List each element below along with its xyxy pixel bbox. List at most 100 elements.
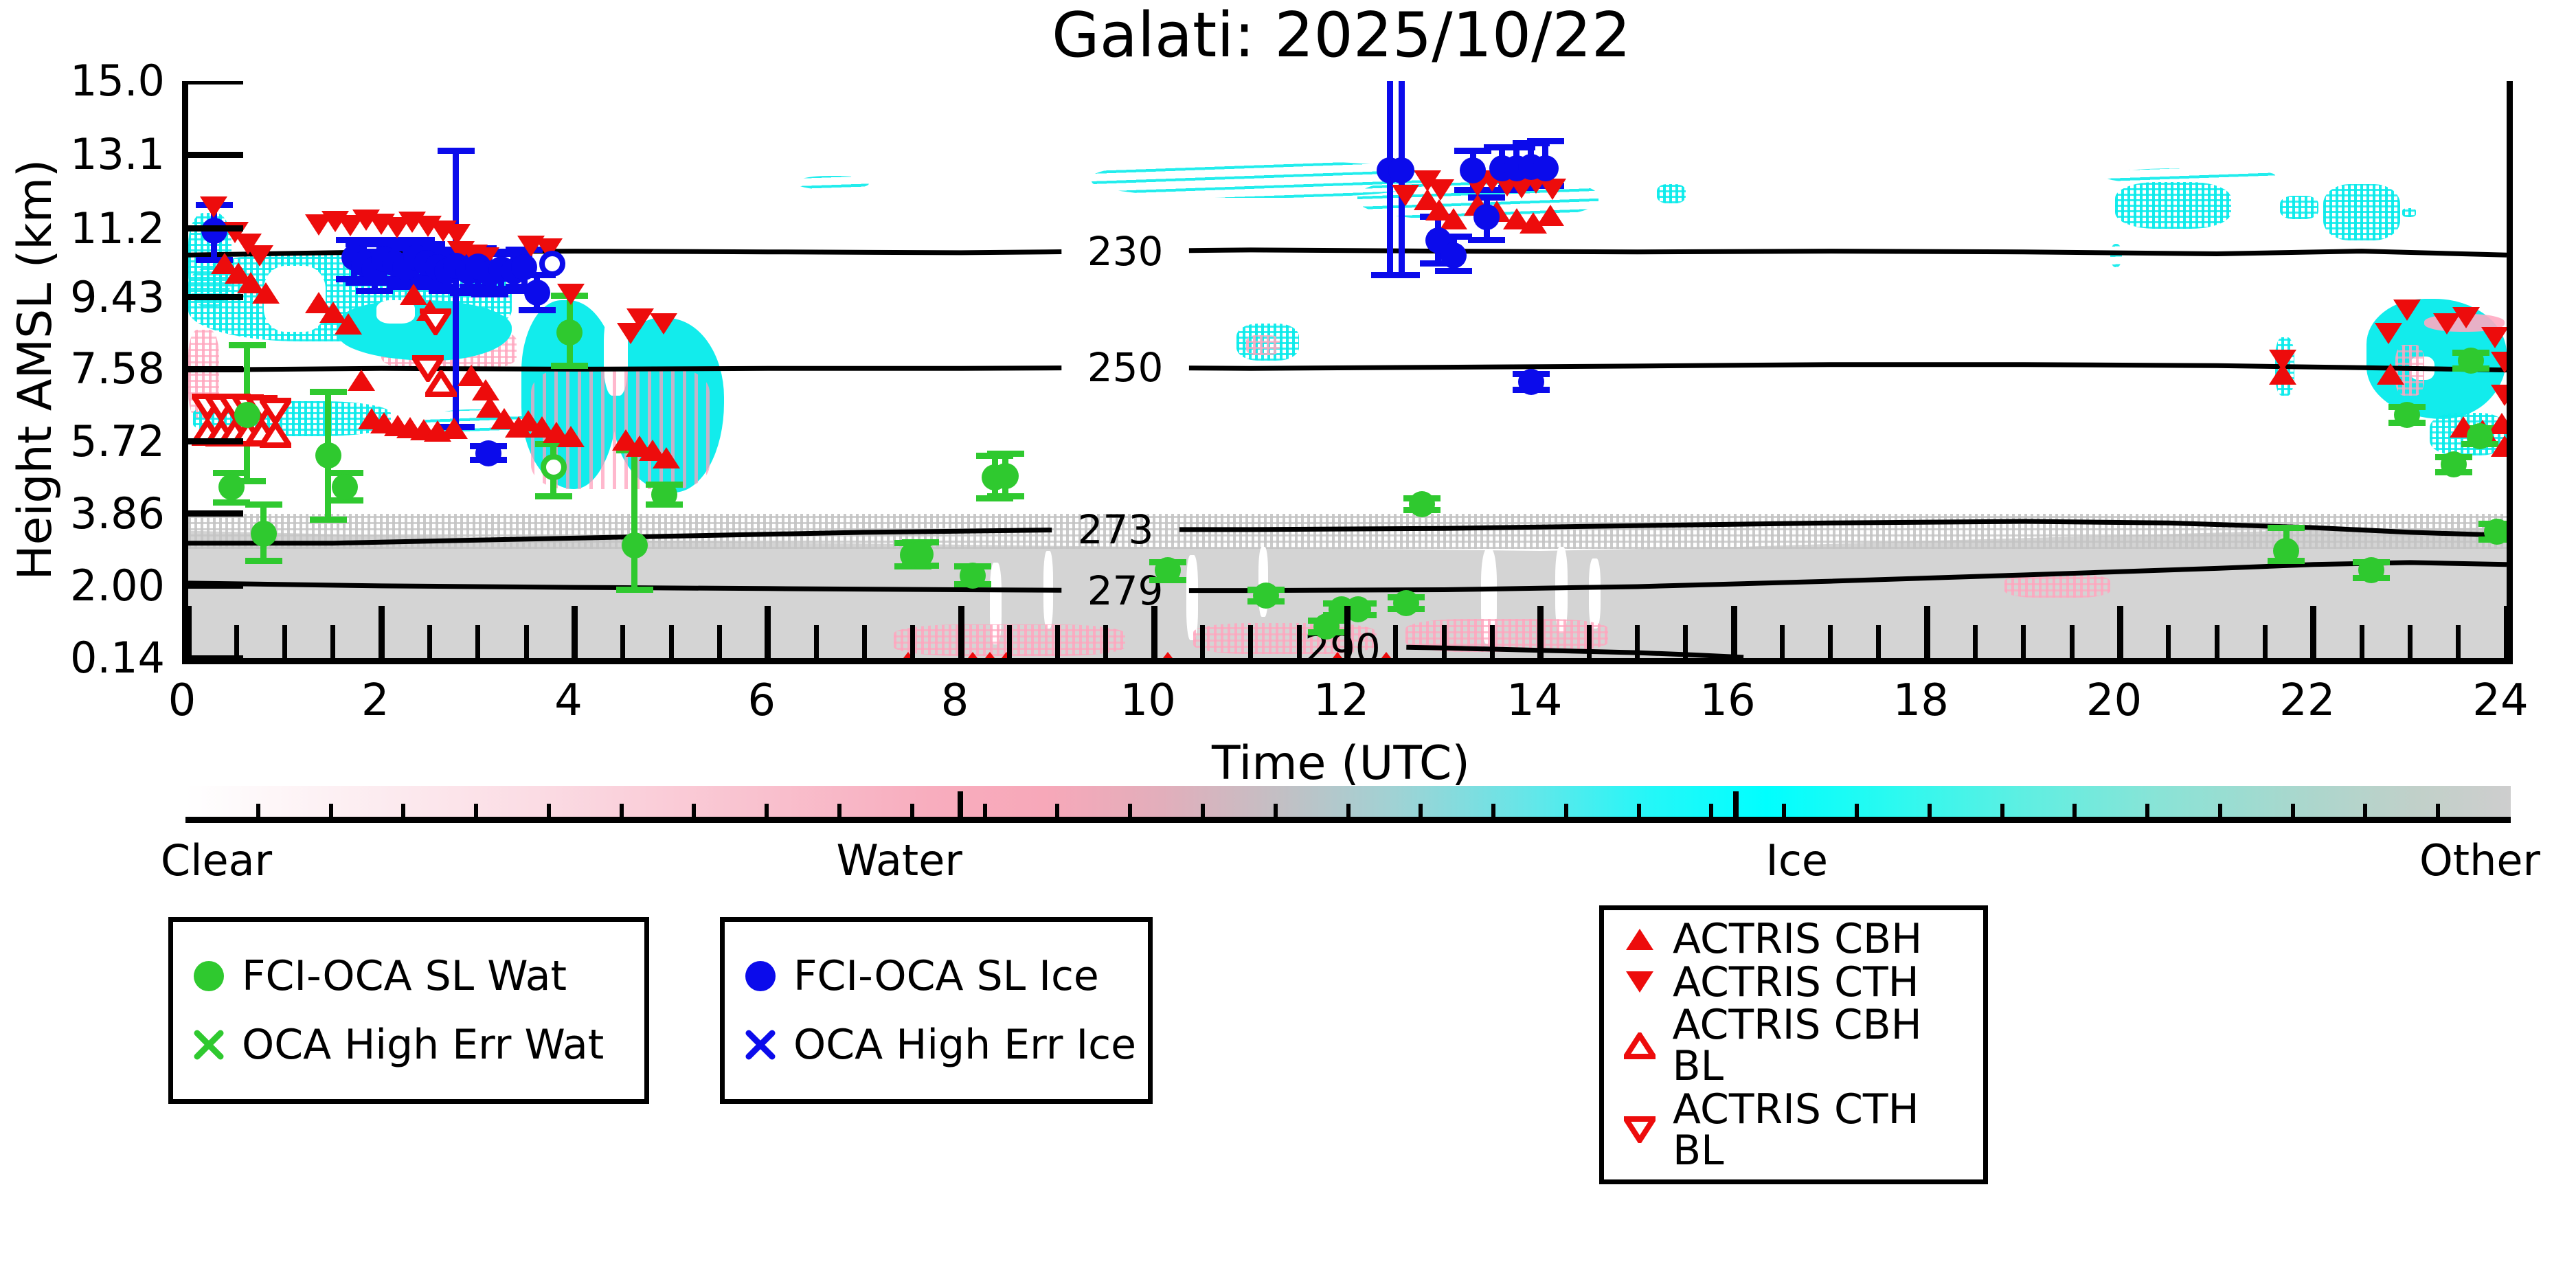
colorbar-minor-tick: [909, 804, 914, 823]
actris-cth-marker: [648, 310, 679, 337]
error-bar-cap: [1435, 268, 1473, 275]
x-tick-label: 8: [940, 675, 969, 726]
x-tick-label: 6: [747, 675, 776, 726]
x-major-tick: [1730, 606, 1737, 658]
legend-item: FCI-OCA SL Wat: [191, 956, 644, 997]
actris-cbh-marker: [2489, 433, 2507, 460]
x-major-tick: [2117, 606, 2123, 658]
fci-oca-sl-ice-marker: [1459, 157, 1487, 184]
actris-cbh-small-marker: [983, 649, 997, 658]
fci-oca-sl-wat-marker: [556, 319, 583, 346]
colorbar-minor-tick: [1491, 804, 1496, 823]
legend-item-label: ACTRIS CTH: [1673, 958, 1919, 1006]
colorbar-minor-tick: [1927, 804, 1932, 823]
cloud-gap: [1186, 554, 1198, 640]
legend-item: ACTRIS CTH BL: [1622, 1089, 1983, 1171]
actris-cbh-marker: [398, 281, 429, 308]
fci-oca-sl-wat-marker: [315, 442, 342, 469]
actris-cth-bl-marker: [416, 308, 455, 338]
actris-cth-marker: [335, 212, 366, 239]
actris-cbh-small-marker: [966, 649, 980, 658]
x-minor-tick: [2262, 625, 2268, 658]
error-bar-cap: [213, 499, 251, 506]
ice-cloud-patch: [2105, 168, 2275, 184]
x-minor-tick: [668, 625, 674, 658]
x-major-tick: [572, 606, 578, 658]
ice-cloud-patch: [2115, 181, 2232, 229]
x-minor-tick: [1200, 625, 1206, 658]
other-cloud-speckle: [188, 514, 2507, 550]
fci-oca-sl-wat-marker: [621, 532, 648, 559]
x-tick-label: 4: [554, 675, 583, 726]
colorbar-minor-tick: [1346, 804, 1351, 823]
legend-item-label: ACTRIS CTH BL: [1672, 1085, 1919, 1175]
actris-cbh-marker: [610, 427, 642, 453]
fci-oca-sl-wat-marker: [907, 541, 934, 568]
fci-oca-sl-wat-marker: [1392, 589, 1420, 617]
fci-oca-sl-ice-marker: [1440, 242, 1467, 269]
actris-cth-marker: [1412, 168, 1443, 194]
isotherm-line: [1406, 644, 1744, 658]
water-cloud-patch: [2004, 574, 2111, 598]
error-bar-cap: [397, 273, 435, 280]
x-minor-tick: [523, 625, 529, 658]
error-bar-cap: [428, 251, 466, 258]
error-bar-cap: [1383, 272, 1421, 279]
x-minor-tick: [1489, 625, 1495, 658]
actris-cth-marker: [381, 214, 413, 241]
actris-cth-bl-marker: [409, 354, 447, 385]
actris-cth-marker: [1506, 174, 1537, 201]
actris-cbh-marker: [455, 362, 487, 389]
error-bar-cap: [615, 587, 653, 593]
x-minor-tick: [813, 625, 819, 658]
legend-item-label: ACTRIS CBH BL: [1672, 1001, 1922, 1091]
x-minor-tick: [1828, 625, 1833, 658]
actris-cth-marker: [2479, 324, 2507, 351]
fci-oca-sl-wat-marker: [2272, 537, 2300, 565]
x-minor-tick: [1055, 625, 1061, 658]
actris-cbh-marker: [303, 289, 335, 316]
colorbar-minor-tick: [401, 804, 406, 823]
error-bar-cap: [506, 247, 543, 253]
actris-cbh-marker: [2267, 361, 2298, 387]
x-minor-tick: [910, 625, 916, 658]
error-bar-cap: [335, 275, 373, 282]
colorbar-minor-tick: [1782, 804, 1787, 823]
y-major-tick: [188, 655, 243, 658]
x-tick-label: 2: [361, 675, 389, 726]
actris-cth-marker: [1390, 182, 1421, 209]
error-bar-cap: [986, 451, 1024, 457]
plot-canvas: 230 250 273 279 290: [188, 81, 2507, 658]
x-major-tick: [765, 606, 771, 658]
actris-cth-marker: [2391, 297, 2423, 324]
error-bar-cap: [356, 287, 394, 294]
ice-cloud-patch: [2323, 183, 2401, 240]
x-tick-label: 24: [2472, 675, 2529, 726]
colorbar-minor-tick: [1200, 804, 1205, 823]
fci-oca-sl-wat-marker: [2466, 422, 2494, 450]
x-tick-label: 12: [1313, 675, 1370, 726]
colorbar-minor-tick: [2217, 804, 2222, 823]
actris-cth-marker: [2489, 382, 2507, 409]
isotherm-label: 250: [1087, 344, 1164, 392]
ice-cloud-patch: [2110, 244, 2123, 268]
x-tick-label: 10: [1120, 675, 1176, 726]
colorbar-minor-tick: [692, 804, 697, 823]
isotherm-contours: [188, 247, 2507, 658]
error-bar-cap: [228, 341, 266, 348]
actris-cth-marker: [2489, 349, 2507, 376]
fci-oca-sl-ice-marker: [1388, 157, 1415, 184]
actris-cbh-marker: [250, 280, 282, 306]
y-major-tick: [188, 294, 243, 301]
actris-cth-marker: [555, 281, 587, 308]
plot-area: 230 250 273 279 290: [182, 81, 2513, 664]
error-bar-cap: [408, 278, 446, 284]
error-bar-cap: [309, 388, 347, 395]
actris-cbh-marker: [474, 394, 506, 420]
error-bar-cap: [397, 237, 435, 244]
fci-oca-sl-wat-marker: [992, 462, 1019, 490]
y-major-tick: [188, 510, 243, 517]
actris-cth-marker: [624, 306, 656, 332]
actris-cth-marker: [441, 221, 473, 248]
y-tick-label: 13.1: [69, 129, 165, 180]
